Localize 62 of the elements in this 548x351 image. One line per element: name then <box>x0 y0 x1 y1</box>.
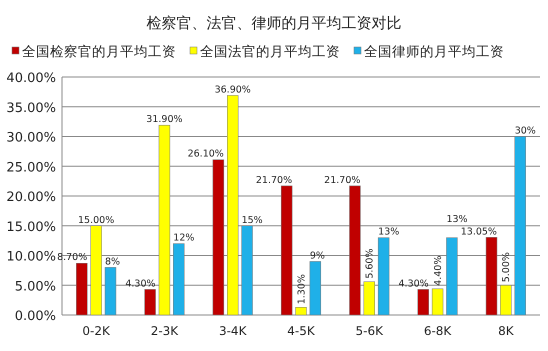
bar <box>295 307 307 316</box>
y-tick-label: 10.00% <box>6 250 56 264</box>
data-label: 1.30% <box>296 274 308 304</box>
y-tick-label: 20.00% <box>6 190 56 205</box>
data-label: 9% <box>310 250 325 262</box>
y-tick-label: 30.00% <box>6 130 56 146</box>
legend-label: 全国法官的月平均工资 <box>200 44 340 60</box>
chart-title: 检察官、法官、律师的月平均工资对比 <box>146 14 402 32</box>
y-tick-label: 35.00% <box>6 100 56 116</box>
bar <box>514 136 526 316</box>
y-tick-label: 40.00% <box>6 71 56 86</box>
data-label: 21.70% <box>256 174 292 186</box>
data-label: 15.00% <box>78 214 114 226</box>
data-label: 13.05% <box>460 226 497 238</box>
bar <box>90 226 102 316</box>
data-label: 13% <box>378 226 400 238</box>
bar <box>227 95 238 316</box>
x-tick-label: 6-8K <box>424 324 452 338</box>
data-label: 12% <box>173 232 194 244</box>
bar <box>310 261 322 316</box>
bar <box>104 267 116 316</box>
bar <box>486 237 498 316</box>
bar <box>173 243 184 316</box>
bar <box>364 281 375 316</box>
x-tick-label: 8K <box>498 324 515 338</box>
bar <box>144 289 156 316</box>
legend-label: 全国检察官的月平均工资 <box>22 44 176 60</box>
bar <box>349 186 361 316</box>
bar <box>280 186 292 316</box>
bar <box>241 226 253 316</box>
y-tick-label: 25.00% <box>6 160 56 176</box>
bar <box>432 288 444 316</box>
data-label: 26.10% <box>188 148 224 160</box>
data-label: 5.60% <box>364 248 376 279</box>
y-tick-label: 15.00% <box>6 220 56 235</box>
data-label: 31.90% <box>146 114 183 126</box>
x-tick-label: 4-5K <box>287 324 316 338</box>
bar <box>378 237 390 316</box>
data-label: 36.90% <box>214 84 251 96</box>
bar <box>76 262 88 316</box>
data-label: 30% <box>514 126 536 136</box>
bar <box>446 237 458 316</box>
data-label: 5.00% <box>501 252 512 282</box>
x-tick-label: 5-6K <box>356 324 384 338</box>
data-label: 4.30% <box>125 278 156 290</box>
bar <box>500 285 512 316</box>
bar <box>212 159 224 316</box>
data-label: 4.40% <box>432 256 444 286</box>
x-tick-label: 0-2K <box>82 324 112 338</box>
legend-label: 全国律师的月平均工资 <box>364 44 504 60</box>
y-tick-label: 5.00% <box>14 279 56 294</box>
bar <box>158 124 170 316</box>
x-tick-label: 2-3K <box>150 324 180 338</box>
data-label: 21.70% <box>324 174 360 186</box>
x-tick-label: 3-4K <box>218 324 248 338</box>
y-tick-label: 0.00% <box>14 309 56 324</box>
data-label: 15% <box>242 214 263 226</box>
data-label: 8.70% <box>57 252 88 264</box>
data-label: 13% <box>446 214 468 225</box>
data-label: 4.30% <box>398 278 429 290</box>
bar <box>418 289 429 316</box>
data-label: 8% <box>105 256 120 268</box>
